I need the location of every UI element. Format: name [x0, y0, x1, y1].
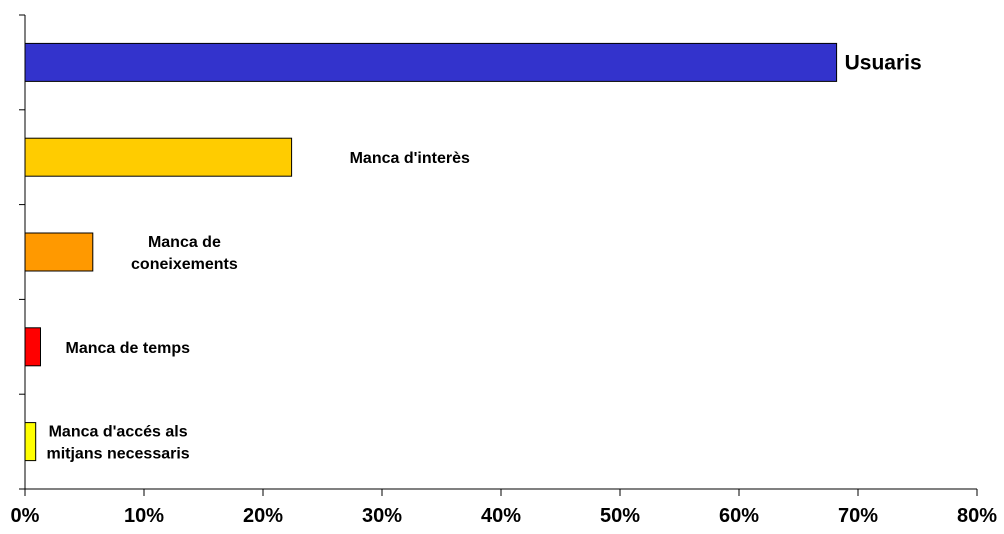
x-tick-label-0: 0% — [11, 505, 40, 527]
category-label-2: Manca de coneixements — [131, 234, 238, 273]
category-label-1: Manca d'interès — [350, 150, 470, 167]
category-label-4-line-1: mitjans necessaris — [46, 446, 189, 463]
x-tick-label-6: 60% — [719, 505, 759, 527]
x-tick-label-8: 80% — [957, 505, 997, 527]
bar-2 — [24, 232, 94, 272]
category-label-3: Manca de temps — [66, 340, 191, 357]
x-tick-label-7: 70% — [838, 505, 878, 527]
x-tick-label-1: 10% — [124, 505, 164, 527]
x-axis-tick-labels: 0% 10% 20% 30% 40% 50% 60% 70% 80% — [11, 505, 998, 527]
category-label-3-line-0: Manca de temps — [66, 340, 191, 357]
y-axis-ticks — [19, 14, 25, 490]
bar-4 — [24, 422, 37, 462]
x-axis-ticks — [24, 489, 978, 496]
x-tick-label-3: 30% — [362, 505, 402, 527]
bars — [24, 42, 838, 462]
category-label-0-line-0: Usuaris — [845, 51, 922, 74]
bar-3 — [24, 327, 41, 367]
category-label-4-line-0: Manca d'accés als — [49, 424, 188, 441]
x-tick-label-2: 20% — [243, 505, 283, 527]
category-label-2-line-1: coneixements — [131, 256, 238, 273]
x-tick-label-4: 40% — [481, 505, 521, 527]
category-label-0: Usuaris — [845, 51, 922, 74]
bar-1 — [24, 137, 293, 177]
bar-0 — [24, 42, 838, 82]
category-label-1-line-0: Manca d'interès — [350, 150, 470, 167]
category-label-4: Manca d'accés als mitjans necessaris — [46, 424, 189, 463]
category-labels: Usuaris Manca d'interès Manca de coneixemen… — [46, 51, 921, 462]
category-label-2-line-0: Manca de — [148, 234, 221, 251]
x-tick-label-5: 50% — [600, 505, 640, 527]
